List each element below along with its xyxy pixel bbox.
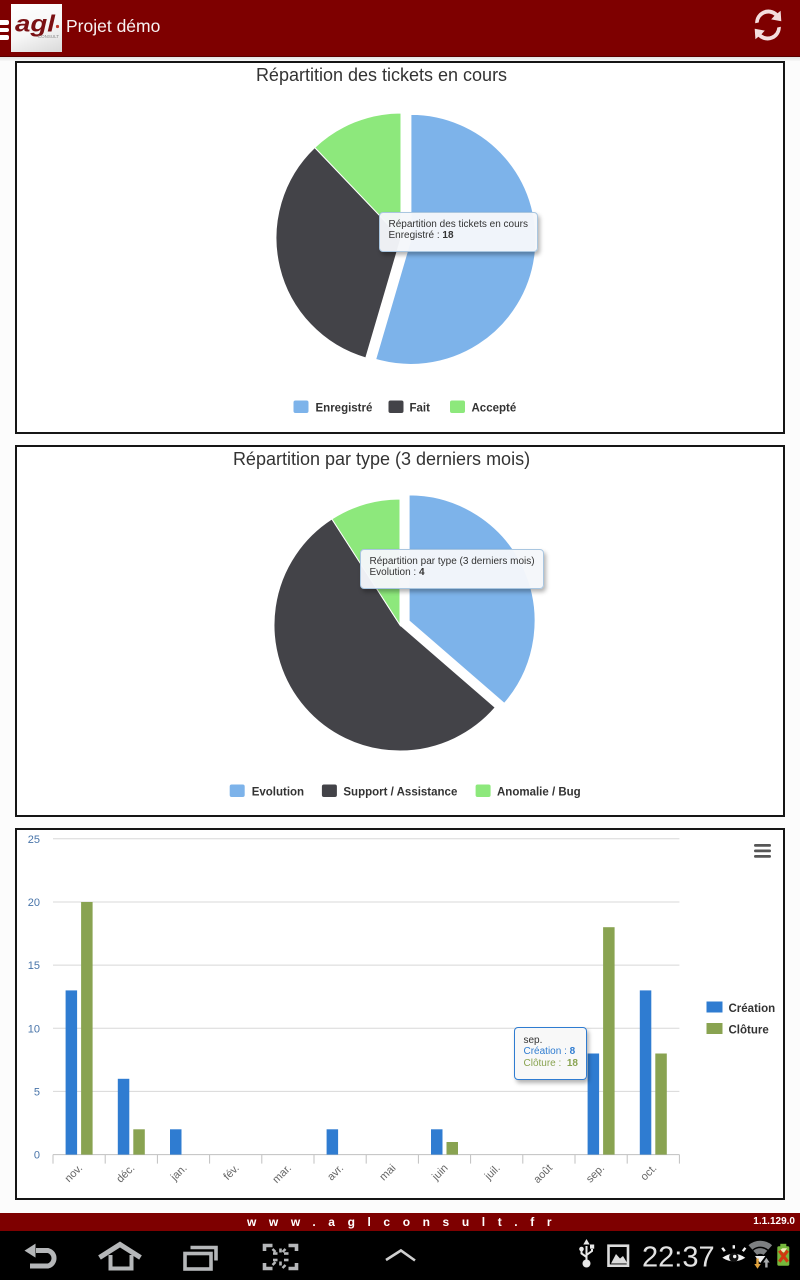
svg-text:15: 15 — [28, 960, 40, 972]
svg-text:jan.: jan. — [168, 1162, 190, 1184]
svg-text:oct.: oct. — [638, 1162, 659, 1183]
svg-text:Accepté: Accepté — [472, 403, 517, 415]
svg-text:agl: agl — [15, 11, 56, 37]
svg-text:juil.: juil. — [482, 1162, 503, 1183]
svg-text:fév.: fév. — [221, 1162, 241, 1182]
svg-text:Clôture: Clôture — [729, 1025, 769, 1037]
svg-text:0: 0 — [34, 1150, 40, 1162]
svg-text:Fait: Fait — [410, 403, 431, 415]
svg-text:déc.: déc. — [114, 1162, 137, 1185]
svg-text:mar.: mar. — [270, 1162, 294, 1186]
svg-text:20: 20 — [28, 897, 40, 909]
svg-text:Création: Création — [729, 1003, 776, 1015]
svg-text:août: août — [531, 1162, 555, 1186]
svg-text:CONSULT: CONSULT — [38, 34, 59, 39]
svg-text:22:37: 22:37 — [642, 1242, 715, 1274]
svg-text:5: 5 — [34, 1086, 40, 1098]
svg-text:Support / Assistance: Support / Assistance — [343, 787, 457, 799]
svg-text:sep.: sep. — [584, 1162, 607, 1185]
svg-text:juin: juin — [429, 1162, 450, 1183]
svg-text:Enregistré: Enregistré — [316, 403, 373, 415]
svg-text:avr.: avr. — [325, 1162, 346, 1183]
svg-text:Anomalie / Bug: Anomalie / Bug — [497, 787, 581, 799]
svg-text:Evolution: Evolution — [252, 787, 304, 799]
svg-text:nov.: nov. — [63, 1162, 86, 1185]
svg-text:10: 10 — [28, 1023, 40, 1035]
svg-text:25: 25 — [28, 834, 40, 846]
svg-text:mai: mai — [377, 1162, 398, 1183]
